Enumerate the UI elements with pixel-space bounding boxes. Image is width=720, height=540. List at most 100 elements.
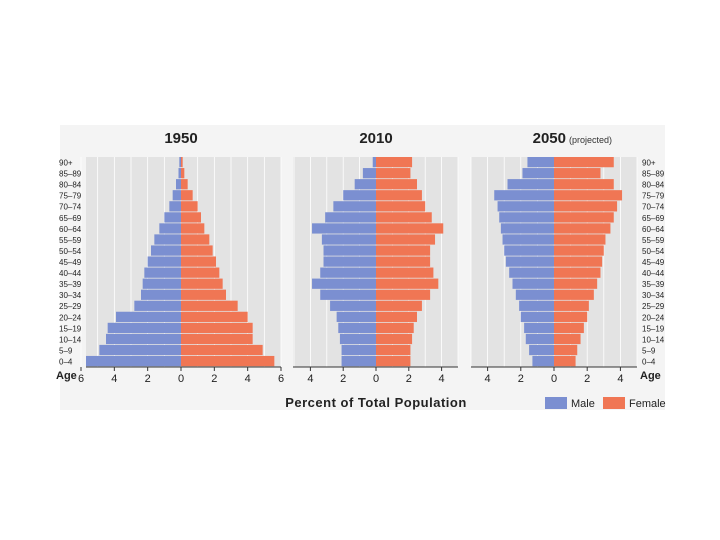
age-label-right: 35–39 — [642, 280, 665, 289]
bar-male-5–9 — [99, 344, 181, 356]
bar-male-25–29 — [519, 300, 554, 311]
bar-female-5–9 — [554, 344, 578, 356]
legend-swatch-male — [545, 397, 567, 409]
bar-female-90+ — [376, 157, 413, 168]
age-label-left: 50–54 — [59, 247, 82, 256]
bar-male-20–24 — [116, 311, 181, 322]
bar-male-25–29 — [134, 300, 181, 311]
bar-male-65–69 — [325, 212, 376, 223]
age-label-right: 80–84 — [642, 181, 665, 190]
bar-female-60–64 — [376, 223, 444, 234]
panel-title: 1950 — [164, 130, 197, 147]
bar-male-30–34 — [320, 289, 376, 300]
age-label-left: 55–59 — [59, 236, 82, 245]
bar-female-0–4 — [376, 355, 411, 367]
bar-female-55–59 — [181, 234, 210, 245]
bar-female-40–44 — [554, 267, 601, 278]
age-label-left: 20–24 — [59, 313, 82, 322]
bar-male-65–69 — [164, 212, 181, 223]
bar-female-10–14 — [376, 333, 413, 345]
age-label-right: 70–74 — [642, 203, 665, 212]
age-label-left: 85–89 — [59, 170, 82, 179]
bar-female-20–24 — [376, 311, 417, 322]
bar-male-75–79 — [494, 190, 554, 201]
bar-male-80–84 — [354, 179, 376, 190]
bar-male-0–4 — [86, 355, 181, 367]
bar-female-85–89 — [376, 168, 411, 179]
bar-female-90+ — [554, 157, 614, 168]
x-tick-label: 6 — [78, 373, 84, 385]
bar-female-55–59 — [376, 234, 436, 245]
bar-female-45–49 — [554, 256, 603, 267]
bar-female-35–39 — [554, 278, 598, 289]
panel-title: 2010 — [359, 130, 392, 147]
age-label-left: 60–64 — [59, 225, 82, 234]
age-label-left: 25–29 — [59, 302, 82, 311]
bar-male-70–74 — [497, 201, 554, 212]
bar-male-20–24 — [336, 311, 376, 322]
bar-male-15–19 — [338, 322, 376, 334]
age-label-right: 65–69 — [642, 214, 665, 223]
bar-female-15–19 — [554, 322, 584, 334]
bar-male-30–34 — [515, 289, 554, 300]
bar-male-5–9 — [341, 344, 376, 356]
bar-male-75–79 — [343, 190, 376, 201]
age-label-right: 20–24 — [642, 313, 665, 322]
bar-male-60–64 — [159, 223, 181, 234]
x-tick-label: 4 — [485, 373, 491, 385]
bar-female-70–74 — [376, 201, 426, 212]
bar-male-40–44 — [509, 267, 554, 278]
bar-female-80–84 — [376, 179, 417, 190]
bar-female-55–59 — [554, 234, 606, 245]
bar-female-25–29 — [554, 300, 589, 311]
bar-male-10–14 — [525, 333, 554, 345]
age-label-right: 55–59 — [642, 236, 665, 245]
bar-female-0–4 — [181, 355, 275, 367]
bar-male-45–49 — [147, 256, 181, 267]
panel-title: 2050 — [533, 130, 566, 147]
x-tick-label: 4 — [111, 373, 117, 385]
x-axis-title: Percent of Total Population — [285, 395, 467, 410]
age-label-left: 0–4 — [59, 357, 73, 366]
bar-male-60–64 — [500, 223, 554, 234]
age-axis-label-left: Age — [56, 370, 77, 382]
bar-male-10–14 — [339, 333, 376, 345]
age-label-right: 50–54 — [642, 247, 665, 256]
bar-female-75–79 — [376, 190, 422, 201]
x-tick-label: 4 — [439, 373, 445, 385]
age-label-left: 10–14 — [59, 335, 82, 344]
bar-male-40–44 — [144, 267, 181, 278]
age-label-left: 70–74 — [59, 203, 82, 212]
bar-female-30–34 — [181, 289, 226, 300]
bar-male-65–69 — [499, 212, 554, 223]
bar-female-65–69 — [376, 212, 432, 223]
bar-male-50–54 — [151, 245, 181, 256]
age-label-right: 75–79 — [642, 192, 665, 201]
bar-male-55–59 — [502, 234, 554, 245]
bar-male-15–19 — [524, 322, 554, 334]
age-label-right: 25–29 — [642, 302, 665, 311]
bar-male-5–9 — [529, 344, 554, 356]
legend-label-female: Female — [629, 398, 666, 410]
bar-female-45–49 — [181, 256, 216, 267]
bar-male-45–49 — [323, 256, 376, 267]
bar-female-35–39 — [181, 278, 223, 289]
bar-female-60–64 — [181, 223, 205, 234]
age-label-right: 5–9 — [642, 346, 656, 355]
legend-label-male: Male — [571, 398, 595, 410]
x-tick-label: 2 — [211, 373, 217, 385]
bar-male-40–44 — [320, 267, 376, 278]
bar-female-20–24 — [554, 311, 588, 322]
bar-male-50–54 — [504, 245, 554, 256]
age-label-right: 15–19 — [642, 324, 665, 333]
bar-female-80–84 — [554, 179, 614, 190]
age-label-right: 85–89 — [642, 170, 665, 179]
bar-female-30–34 — [554, 289, 594, 300]
bar-female-65–69 — [181, 212, 201, 223]
bar-male-10–14 — [106, 333, 181, 345]
x-tick-label: 4 — [617, 373, 623, 385]
bar-male-35–39 — [312, 278, 376, 289]
x-tick-label: 2 — [145, 373, 151, 385]
bar-male-70–74 — [169, 201, 181, 212]
